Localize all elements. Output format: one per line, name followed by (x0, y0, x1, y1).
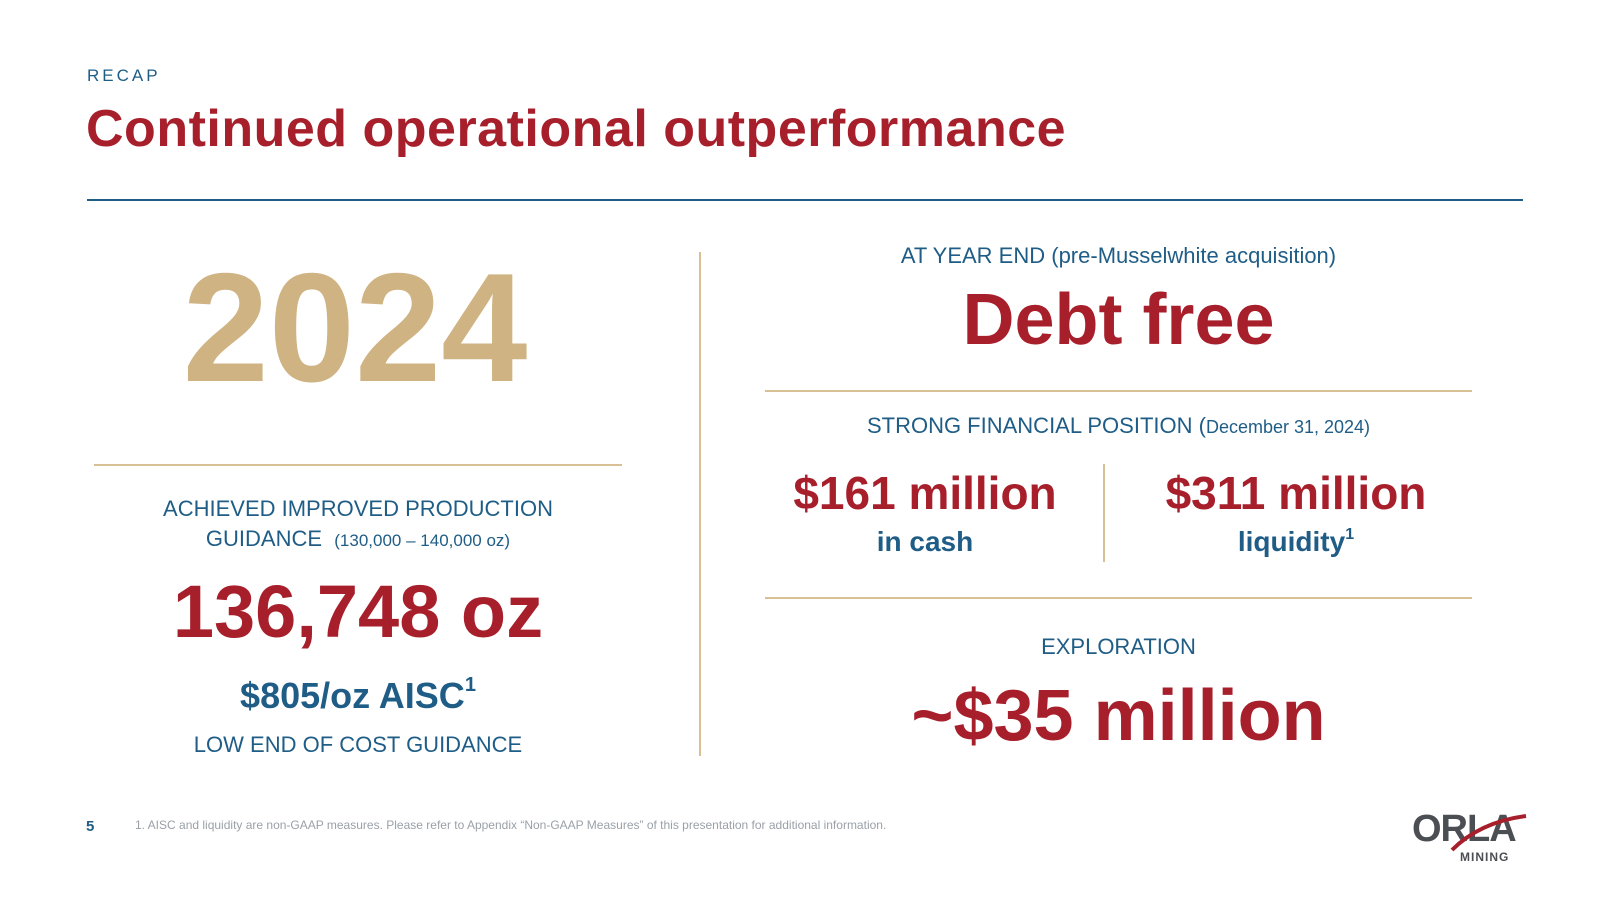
cash-caption: in cash (876, 526, 974, 557)
title-divider (87, 199, 1523, 201)
production-heading-line2: GUIDANCE (130,000 – 140,000 oz) (94, 524, 622, 556)
aisc-metric: $805/oz AISC1 (94, 675, 622, 716)
column-divider (699, 252, 701, 756)
debt-status: Debt free (962, 280, 1275, 360)
orla-mining-logo: ORLA MINING (1412, 810, 1532, 866)
exploration-value: ~$35 million (911, 676, 1326, 756)
financial-heading: STRONG FINANCIAL POSITION (December 31, … (765, 413, 1472, 439)
page-number: 5 (86, 818, 95, 835)
production-guidance-range: (130,000 – 140,000 oz) (334, 531, 511, 550)
right-divider-bottom (765, 597, 1472, 599)
exploration-heading: EXPLORATION (1041, 634, 1196, 659)
section-kicker: RECAP (87, 66, 161, 85)
production-value: 136,748 oz (172, 570, 544, 653)
aisc-footnote-marker: 1 (464, 674, 476, 696)
left-divider (94, 464, 622, 466)
liquidity-caption-text: liquidity (1237, 526, 1346, 557)
production-heading-guidance: GUIDANCE (205, 526, 323, 551)
year-end-label: AT YEAR END (pre-Musselwhite acquisition… (900, 243, 1337, 268)
cash-value: $161 million (793, 467, 1057, 519)
liquidity-caption: liquidity1 (1120, 525, 1472, 557)
financial-heading-label: STRONG FINANCIAL POSITION ( (866, 413, 1206, 438)
financial-date: December 31, 2024) (1205, 417, 1371, 437)
liquidity-footnote-marker: 1 (1345, 525, 1355, 543)
logo-subtext: MINING (1460, 850, 1510, 864)
logo-swoosh-icon (1450, 814, 1527, 852)
year-heading: 2024 (182, 241, 528, 414)
slide-title: Continued operational outperformance (86, 100, 1067, 158)
financial-divider (1103, 464, 1105, 562)
liquidity-value: $311 million (1165, 467, 1427, 519)
footnote: 1. AISC and liquidity are non-GAAP measu… (135, 818, 887, 832)
aisc-caption: LOW END OF COST GUIDANCE (193, 732, 523, 757)
aisc-value: $805/oz AISC (240, 675, 465, 716)
production-heading-line1: ACHIEVED IMPROVED PRODUCTION (163, 496, 553, 521)
right-divider-top (765, 390, 1472, 392)
production-heading: ACHIEVED IMPROVED PRODUCTION GUIDANCE (1… (94, 494, 622, 556)
